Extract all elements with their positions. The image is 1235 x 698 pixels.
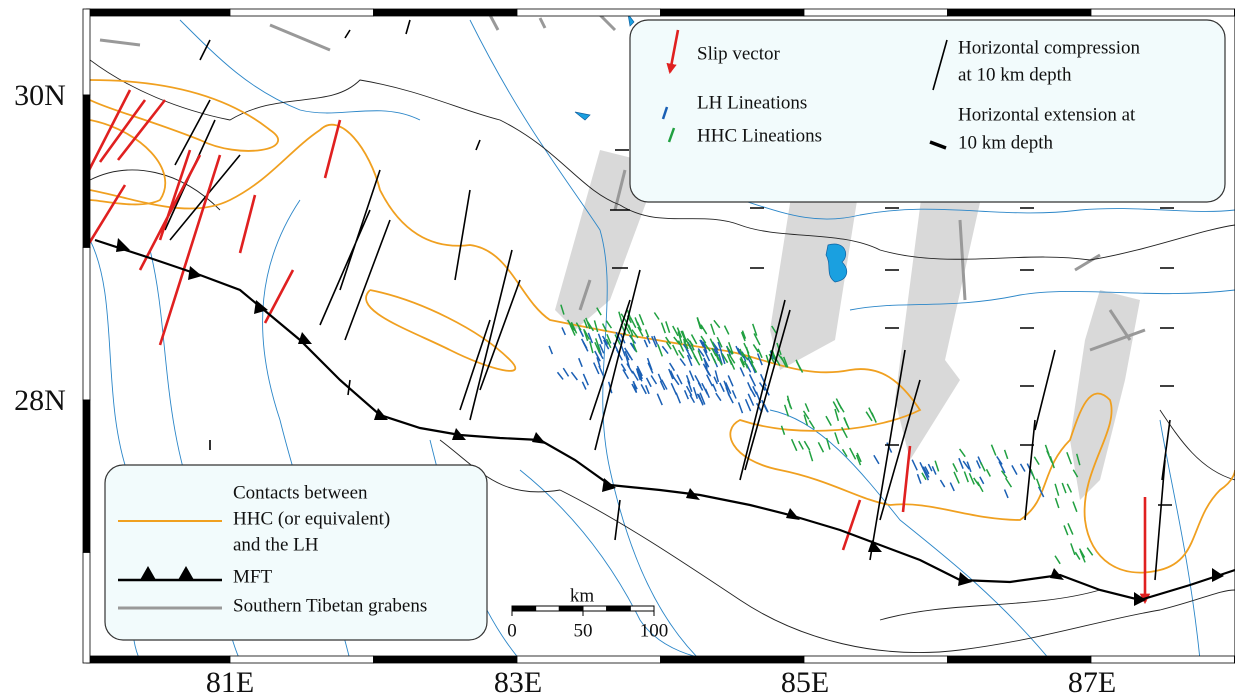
latitude-label: 30N (14, 79, 66, 112)
longitude-label: 81E (206, 666, 254, 698)
scale-segment (630, 606, 654, 611)
scale-segment (607, 606, 631, 611)
scale-tick-label: 100 (640, 620, 669, 641)
frame-segment (517, 9, 661, 16)
frame-segment (1091, 9, 1235, 16)
scale-segment (536, 606, 560, 611)
legend-text: Horizontal extension at (958, 104, 1136, 125)
frame-segment (1091, 656, 1235, 663)
frame-segment (230, 656, 374, 663)
frame-segment (804, 656, 948, 663)
frame-segment (804, 9, 948, 16)
legend-text: Slip vector (697, 43, 781, 64)
map: 30N 28N 81E 83E 85E 87E Slip vector LH L… (0, 0, 1235, 698)
scale-tick-label: 50 (574, 620, 593, 641)
scale-unit: km (570, 585, 595, 606)
legend-text: MFT (233, 566, 272, 587)
legend-text: HHC Lineations (697, 125, 822, 146)
legend-bottom: Contacts between HHC (or equivalent) and… (105, 465, 487, 640)
frame-segment (517, 656, 661, 663)
frame-segment (83, 248, 90, 401)
longitude-label: 83E (494, 666, 542, 698)
frame-segment (661, 9, 805, 16)
legend-text: at 10 km depth (958, 64, 1072, 85)
frame-segment (230, 9, 374, 16)
legend-text: 10 km depth (958, 132, 1053, 153)
legend-text: Contacts between (233, 482, 368, 503)
scale-segment (583, 606, 607, 611)
frame-segment (83, 400, 90, 553)
longitude-label: 87E (1068, 666, 1116, 698)
legend-top: Slip vector LH Lineations HHC Lineations… (630, 20, 1225, 202)
scale-segment (512, 606, 536, 611)
frame-segment (87, 656, 231, 663)
frame-segment (83, 95, 90, 248)
frame-segment (83, 9, 90, 95)
legend-text: LH Lineations (697, 92, 807, 113)
frame-segment (83, 553, 90, 664)
frame-segment (661, 656, 805, 663)
legend-text: Southern Tibetan grabens (233, 595, 427, 616)
scale-segment (559, 606, 583, 611)
legend-text: and the LH (233, 534, 319, 555)
legend-text: HHC (or equivalent) (233, 508, 390, 529)
frame-segment (374, 656, 518, 663)
frame-segment (87, 9, 231, 16)
latitude-label: 28N (14, 384, 66, 417)
frame-segment (948, 9, 1092, 16)
scale-tick-label: 0 (507, 620, 517, 641)
frame-segment (374, 9, 518, 16)
legend-text: Horizontal compression (958, 37, 1141, 58)
longitude-label: 85E (781, 666, 829, 698)
frame-segment (948, 656, 1092, 663)
